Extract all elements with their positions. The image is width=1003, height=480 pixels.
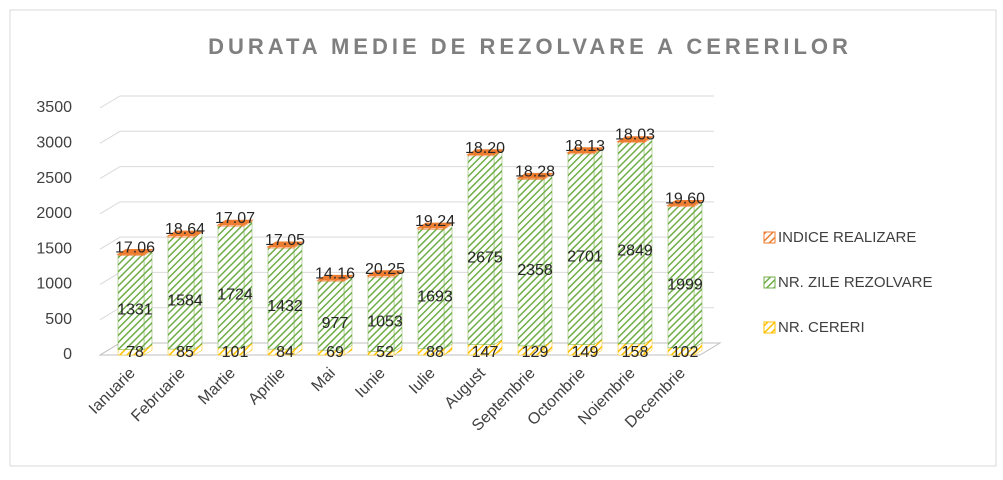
bar-side xyxy=(193,231,203,350)
bar xyxy=(167,236,195,350)
bar-side xyxy=(343,275,353,351)
bar xyxy=(367,276,395,352)
bar-top xyxy=(416,222,454,229)
bar xyxy=(617,142,645,345)
y-tick-label: 2000 xyxy=(36,205,72,222)
data-label: 2701 xyxy=(567,248,603,265)
data-label: 129 xyxy=(522,344,549,361)
y-tick-label: 500 xyxy=(45,311,72,328)
data-label: 1053 xyxy=(367,313,403,330)
bar-top xyxy=(266,241,304,248)
bar xyxy=(267,247,295,350)
grid-line xyxy=(99,130,714,144)
bar-top xyxy=(316,274,354,281)
data-label: 88 xyxy=(426,344,444,361)
data-label: 78 xyxy=(126,344,144,361)
legend-swatch xyxy=(763,321,776,334)
data-label: 69 xyxy=(326,344,344,361)
data-label: 1432 xyxy=(267,298,303,315)
bar xyxy=(667,206,695,349)
y-tick-label: 0 xyxy=(63,346,72,363)
data-label: 147 xyxy=(472,344,499,361)
data-label: 52 xyxy=(376,344,394,361)
bar-side xyxy=(243,220,253,349)
grid-line xyxy=(99,201,714,215)
bar-side xyxy=(643,137,653,345)
data-label: 18.64 xyxy=(165,221,205,238)
bar-side xyxy=(493,150,503,346)
data-label: 17.06 xyxy=(115,240,155,257)
chart-title: DURATA MEDIE DE REZOLVARE A CERERILOR xyxy=(208,34,852,59)
bar xyxy=(217,225,245,349)
legend-swatch xyxy=(763,276,776,289)
data-label: 18.28 xyxy=(515,163,555,180)
data-label: 17.07 xyxy=(215,210,255,227)
data-label: 2675 xyxy=(467,249,503,266)
bar-top xyxy=(616,136,654,143)
data-label: 158 xyxy=(622,344,649,361)
grid-line xyxy=(99,236,714,250)
bar-top xyxy=(566,147,604,154)
bar-top xyxy=(666,200,704,206)
bar-side xyxy=(693,201,703,349)
bar-top xyxy=(216,219,254,226)
data-label: 19.24 xyxy=(415,213,455,230)
bar-side xyxy=(543,174,553,347)
bar xyxy=(317,280,345,351)
data-label: 18.03 xyxy=(615,127,655,144)
data-label: 17.05 xyxy=(265,232,305,249)
y-tick-label: 1500 xyxy=(36,240,72,257)
data-label: 18.20 xyxy=(465,140,505,157)
bar-side xyxy=(393,271,403,352)
data-label: 1584 xyxy=(167,292,203,309)
y-tick-label: 3500 xyxy=(36,99,72,116)
data-label: 14.16 xyxy=(315,265,355,282)
data-label: 20.25 xyxy=(365,261,405,278)
grid-line xyxy=(99,166,714,180)
bar xyxy=(567,153,595,345)
bar-side xyxy=(443,224,453,350)
bar-top xyxy=(516,172,554,179)
bar-side xyxy=(143,250,153,350)
y-tick-label: 1000 xyxy=(36,276,72,293)
data-label: 19.60 xyxy=(665,191,705,208)
legend-label: INDICE REALIZARE xyxy=(778,229,916,246)
bar-side xyxy=(593,148,603,345)
y-tick-label: 3000 xyxy=(36,135,72,152)
data-label: 977 xyxy=(322,315,349,332)
bar-top xyxy=(466,149,504,156)
legend-label: NR. ZILE REZOLVARE xyxy=(778,274,932,291)
bar-side xyxy=(293,242,303,350)
data-label: 85 xyxy=(176,344,194,361)
data-label: 149 xyxy=(572,344,599,361)
data-label: 2849 xyxy=(617,243,653,260)
floor xyxy=(98,342,722,356)
data-label: 1331 xyxy=(117,302,153,319)
bar-top xyxy=(166,230,204,237)
data-label: 18.13 xyxy=(565,138,605,155)
data-label: 1724 xyxy=(217,286,253,303)
legend-label: NR. CERERI xyxy=(778,319,865,336)
bar xyxy=(117,255,145,350)
bar xyxy=(467,155,495,345)
legend-swatch xyxy=(763,231,776,244)
bar xyxy=(517,179,545,347)
y-tick-label: 2500 xyxy=(36,170,72,187)
data-label: 1999 xyxy=(667,276,703,293)
data-label: 2358 xyxy=(517,262,553,279)
data-label: 102 xyxy=(672,344,699,361)
data-label: 84 xyxy=(276,344,294,361)
data-label: 101 xyxy=(222,344,249,361)
bar-top xyxy=(366,270,404,277)
bar xyxy=(417,229,445,350)
data-label: 1693 xyxy=(417,288,453,305)
bar-top xyxy=(116,249,154,255)
grid-line xyxy=(99,95,714,109)
